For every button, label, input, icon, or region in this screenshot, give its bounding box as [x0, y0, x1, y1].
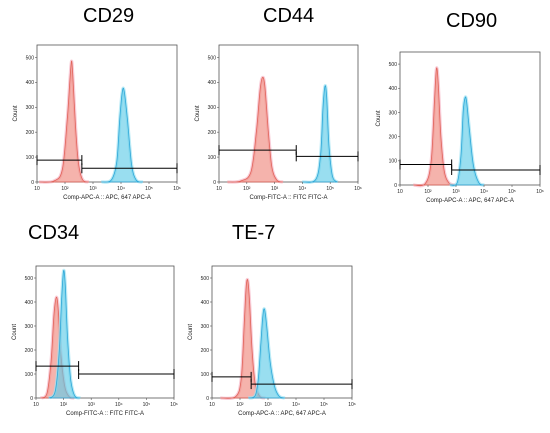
- blue-histogram-curve: [248, 308, 286, 399]
- y-tick-label: 100: [26, 155, 35, 161]
- plot-frame: [218, 44, 359, 183]
- chart-title: TE-7: [232, 222, 276, 244]
- histogram-panel-cd44: CD44 0 100 200 300 400 500 10 10² 10³ 10⁴ 10⁵ 10⁶ Co…: [183, 0, 368, 215]
- blue-histogram-curve: [302, 85, 339, 183]
- x-tick-label: 10⁵: [143, 402, 151, 408]
- x-tick-label: 10⁴: [299, 186, 307, 192]
- x-tick-label: 10: [34, 186, 40, 192]
- y-tick-label: 500: [208, 55, 217, 61]
- y-tick-label: 400: [26, 80, 35, 86]
- y-tick-label: 0: [30, 396, 33, 402]
- histogram-plot: 0 100 200 300 400 500 10 10² 10³ 10⁴ 10⁵ 10⁶ Comp-AP…: [13, 44, 181, 201]
- x-tick-label: 10³: [89, 186, 97, 192]
- y-tick-label: 400: [389, 86, 398, 92]
- histogram-panel-cd34: CD34 0 100 200 300 400 500 10 10² 10³ 10⁴ 10⁵ 10⁶ Co…: [0, 218, 185, 433]
- chart-title: CD44: [263, 5, 315, 27]
- histogram-plot: 0 100 200 300 400 500 10 10² 10³ 10⁴ 10⁵ 10⁶ Comp-FI…: [195, 44, 362, 201]
- x-tick-label: 10⁴: [115, 402, 123, 408]
- y-tick-label: 400: [208, 80, 217, 86]
- histogram-plot: 0 100 200 300 400 500 10 10² 10³ 10⁴ 10⁵ 10⁶ Comp-AP…: [188, 265, 356, 417]
- y-tick-label: 0: [394, 183, 397, 189]
- histogram-panel-cd29: CD29 0 100 200 300 400 500 10 10² 10³ 10⁴ 10⁵ 10⁶ Co…: [0, 0, 185, 215]
- x-tick-label: 10²: [60, 402, 68, 408]
- x-tick-label: 10⁶: [173, 186, 181, 192]
- y-tick-label: 400: [201, 300, 210, 306]
- y-tick-label: 0: [206, 396, 209, 402]
- y-axis-label: Count: [13, 105, 19, 121]
- histogram-plot: 0 100 200 300 400 500 10 10² 10³ 10⁴ 10⁵ 10⁶ Comp-FI…: [12, 265, 178, 417]
- y-tick-label: 500: [389, 62, 398, 68]
- x-tick-label: 10³: [271, 186, 279, 192]
- x-axis-label: Comp-FITC-A :: FITC FITC-A: [66, 411, 144, 417]
- x-tick-label: 10²: [61, 186, 69, 192]
- histogram-panel-te7: TE-7 0 100 200 300 400 500 10 10² 10³ 10⁴ 10⁵ 10⁶ Co…: [182, 218, 367, 433]
- x-tick-label: 10³: [88, 402, 96, 408]
- x-tick-label: 10⁶: [170, 402, 178, 408]
- x-tick-label: 10⁶: [348, 402, 356, 408]
- y-tick-label: 100: [25, 372, 34, 378]
- y-tick-label: 300: [389, 110, 398, 116]
- y-tick-label: 100: [389, 159, 398, 165]
- y-tick-label: 500: [25, 276, 34, 282]
- y-axis-label: Count: [12, 324, 18, 340]
- y-axis-label: Count: [188, 324, 194, 340]
- y-tick-label: 200: [201, 348, 210, 354]
- y-axis-label: Count: [376, 110, 382, 126]
- y-tick-label: 200: [26, 130, 35, 136]
- plot-frame: [36, 44, 178, 183]
- red-histogram-curve: [227, 76, 284, 183]
- x-axis-label: Comp-APC-A :: APC, 647 APC-A: [426, 198, 514, 204]
- y-tick-label: 100: [201, 372, 210, 378]
- red-histogram-curve: [413, 67, 455, 187]
- y-tick-label: 100: [208, 155, 217, 161]
- chart-title: CD90: [446, 10, 498, 32]
- x-tick-label: 10⁶: [536, 189, 544, 195]
- y-tick-label: 400: [25, 300, 34, 306]
- blue-histogram-curve: [449, 96, 485, 186]
- y-tick-label: 500: [26, 55, 35, 61]
- x-axis-label: Comp-FITC-A :: FITC FITC-A: [250, 195, 328, 201]
- y-tick-label: 200: [208, 130, 217, 136]
- x-tick-label: 10⁵: [508, 189, 516, 195]
- x-tick-label: 10⁴: [292, 402, 300, 408]
- histogram-panel-cd90: CD90 0 100 200 300 400 500 10 10² 10³ 10⁴ 10⁵ 10⁶ Co…: [365, 0, 550, 215]
- x-tick-label: 10: [209, 402, 215, 408]
- plot-frame: [211, 265, 353, 399]
- x-axis-label: Comp-APC-A :: APC, 647 APC-A: [238, 411, 326, 417]
- y-tick-label: 200: [389, 134, 398, 140]
- x-tick-label: 10: [33, 402, 39, 408]
- y-tick-label: 300: [201, 324, 210, 330]
- x-tick-label: 10⁵: [320, 402, 328, 408]
- x-tick-label: 10⁴: [117, 186, 125, 192]
- x-tick-label: 10²: [236, 402, 244, 408]
- x-tick-label: 10: [216, 186, 222, 192]
- histogram-plot: 0 100 200 300 400 500 10 10² 10³ 10⁴ 10⁵ 10⁶ Comp-AP…: [376, 51, 544, 204]
- y-tick-label: 200: [25, 348, 34, 354]
- chart-title: CD34: [28, 222, 80, 244]
- x-tick-label: 10⁶: [354, 186, 362, 192]
- blue-histogram-curve: [48, 269, 81, 399]
- x-tick-label: 10⁴: [480, 189, 488, 195]
- x-axis-label: Comp-APC-A :: APC, 647 APC-A: [63, 195, 151, 201]
- x-tick-label: 10²: [424, 189, 432, 195]
- y-tick-label: 0: [213, 180, 216, 186]
- x-tick-label: 10³: [264, 402, 272, 408]
- red-histogram-curve: [39, 60, 89, 183]
- x-tick-label: 10²: [243, 186, 251, 192]
- x-tick-label: 10: [397, 189, 403, 195]
- y-axis-label: Count: [195, 105, 201, 121]
- y-tick-label: 300: [25, 324, 34, 330]
- y-tick-label: 300: [208, 105, 217, 111]
- x-tick-label: 10⁵: [145, 186, 153, 192]
- x-tick-label: 10⁵: [326, 186, 334, 192]
- y-tick-label: 0: [31, 180, 34, 186]
- y-tick-label: 300: [26, 105, 35, 111]
- y-tick-label: 500: [201, 276, 210, 282]
- chart-title: CD29: [83, 5, 135, 27]
- x-tick-label: 10³: [452, 189, 460, 195]
- blue-histogram-curve: [101, 87, 143, 183]
